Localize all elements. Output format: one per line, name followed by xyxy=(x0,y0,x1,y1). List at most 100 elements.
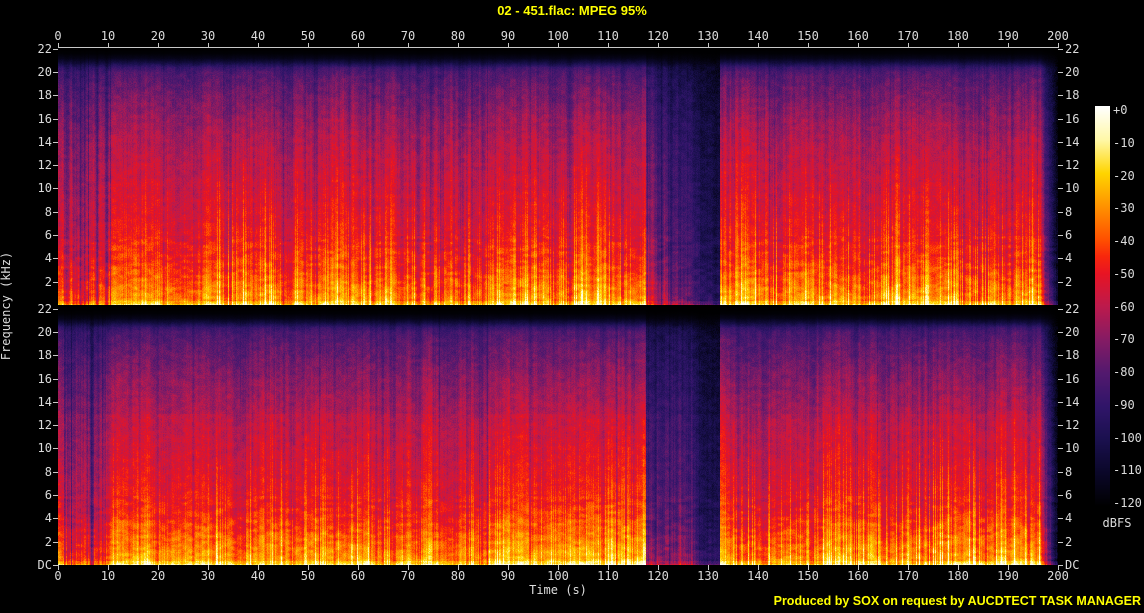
x-tick-label-top: 160 xyxy=(847,29,869,43)
x-tick-label-bottom: 100 xyxy=(547,569,569,583)
colorbar-tick-label: -20 xyxy=(1113,168,1135,183)
colorbar xyxy=(1095,106,1110,506)
x-tick-mark-top xyxy=(258,43,259,48)
x-tick-label-top: 150 xyxy=(797,29,819,43)
x-tick-mark-bottom xyxy=(858,565,859,570)
colorbar-tick-label: -40 xyxy=(1113,234,1135,248)
y-tick-mark-left xyxy=(53,331,58,333)
x-tick-label-top: 180 xyxy=(947,29,969,43)
y-tick-label-right: 8 xyxy=(1065,204,1073,219)
y-tick-mark-right xyxy=(1058,565,1063,566)
y-tick-mark-left xyxy=(53,118,58,120)
y-tick-mark-right xyxy=(1058,141,1063,143)
x-tick-label-bottom: 120 xyxy=(647,569,669,583)
y-tick-label-right: 22 xyxy=(1065,301,1080,316)
y-axis-label: Frequency (kHz) xyxy=(0,251,13,361)
y-tick-mark-right xyxy=(1058,118,1063,120)
colorbar-tick-label: -120 xyxy=(1113,496,1142,510)
x-tick-mark-top xyxy=(58,43,59,48)
y-tick-mark-right xyxy=(1058,495,1063,497)
y-tick-label-right: 8 xyxy=(1065,464,1073,479)
x-tick-label-top: 110 xyxy=(597,29,619,43)
attribution-text: Produced by SOX on request by AUCDTECT T… xyxy=(773,594,1141,608)
y-tick-mark-left xyxy=(53,235,58,237)
x-tick-label-bottom: 50 xyxy=(300,569,316,583)
y-tick-mark-left xyxy=(53,448,58,450)
x-tick-label-bottom: 70 xyxy=(400,569,416,583)
x-tick-label-bottom: 160 xyxy=(847,569,869,583)
colorbar-tick-label: -100 xyxy=(1113,430,1142,445)
y-tick-label-left: 22 xyxy=(37,41,52,56)
colorbar-tick-label: -90 xyxy=(1113,397,1135,412)
y-tick-mark-right xyxy=(1058,331,1063,333)
x-tick-label-bottom: 110 xyxy=(597,569,619,583)
x-tick-label-bottom: 40 xyxy=(250,569,266,583)
y-tick-label-right: 20 xyxy=(1065,324,1080,339)
y-tick-mark-right xyxy=(1058,48,1063,50)
y-tick-mark-left xyxy=(53,308,58,310)
y-tick-label-left: 6 xyxy=(44,228,52,243)
x-tick-label-bottom: 180 xyxy=(947,569,969,583)
colorbar-tick-label: -110 xyxy=(1113,463,1142,478)
x-tick-label-top: 30 xyxy=(200,29,216,43)
x-tick-label-top: 0 xyxy=(54,29,62,43)
x-tick-label-bottom: 140 xyxy=(747,569,769,583)
x-tick-mark-top xyxy=(858,43,859,48)
x-tick-mark-top xyxy=(358,43,359,48)
y-tick-label-right: 12 xyxy=(1065,418,1080,433)
x-tick-label-bottom: 90 xyxy=(500,569,516,583)
y-tick-mark-right xyxy=(1058,355,1063,357)
x-tick-label-bottom: 200 xyxy=(1047,569,1069,583)
x-tick-mark-bottom xyxy=(358,565,359,570)
y-tick-mark-right xyxy=(1058,211,1063,213)
x-tick-mark-top xyxy=(958,43,959,48)
x-tick-label-bottom: 190 xyxy=(997,569,1019,583)
y-tick-label-left: 10 xyxy=(37,181,52,196)
x-tick-mark-bottom xyxy=(458,565,459,570)
x-tick-mark-top xyxy=(108,43,109,48)
y-tick-label-right: 18 xyxy=(1065,348,1080,363)
y-tick-mark-left xyxy=(53,355,58,357)
y-tick-label-right: 10 xyxy=(1065,181,1080,196)
x-tick-mark-bottom xyxy=(308,565,309,570)
x-tick-mark-top xyxy=(908,43,909,48)
x-tick-label-top: 40 xyxy=(250,29,266,43)
x-tick-label-top: 50 xyxy=(300,29,316,43)
x-tick-mark-top xyxy=(658,43,659,48)
colorbar-tick-label: -30 xyxy=(1113,201,1135,216)
y-tick-label-right: 12 xyxy=(1065,158,1080,173)
y-tick-mark-left xyxy=(53,401,58,403)
y-tick-mark-right xyxy=(1058,518,1063,520)
x-tick-mark-bottom xyxy=(808,565,809,570)
y-tick-label-right: 4 xyxy=(1065,251,1073,266)
x-tick-mark-top xyxy=(408,43,409,48)
colorbar-tick-label: -80 xyxy=(1113,365,1135,379)
colorbar-tick-label: -70 xyxy=(1113,332,1135,347)
x-axis-label: Time (s) xyxy=(529,583,587,597)
x-tick-label-bottom: 30 xyxy=(200,569,216,583)
x-tick-label-top: 70 xyxy=(400,29,416,43)
x-tick-mark-bottom xyxy=(108,565,109,570)
y-tick-mark-left xyxy=(53,565,58,566)
y-tick-mark-left xyxy=(53,518,58,520)
y-tick-mark-right xyxy=(1058,165,1063,167)
x-tick-mark-bottom xyxy=(958,565,959,570)
y-tick-mark-left xyxy=(53,541,58,543)
y-tick-mark-right xyxy=(1058,188,1063,190)
y-tick-mark-left xyxy=(53,471,58,473)
y-tick-mark-right xyxy=(1058,258,1063,260)
y-tick-label-right: 2 xyxy=(1065,274,1073,289)
y-tick-label-left: 14 xyxy=(37,134,52,149)
x-tick-mark-top xyxy=(1058,43,1059,48)
spectrogram-title: 02 - 451.flac: MPEG 95% xyxy=(497,3,647,18)
x-tick-label-top: 20 xyxy=(150,29,166,43)
y-tick-label-right: 22 xyxy=(1065,41,1080,56)
x-tick-mark-top xyxy=(158,43,159,48)
y-tick-label-right: 4 xyxy=(1065,511,1073,526)
x-tick-label-top: 120 xyxy=(647,29,669,43)
colorbar-tick-label: -60 xyxy=(1113,299,1135,314)
y-tick-label-left: 4 xyxy=(44,511,52,526)
colorbar-tick-label: +0 xyxy=(1113,103,1128,117)
y-tick-mark-left xyxy=(53,165,58,167)
y-tick-label-right: 20 xyxy=(1065,64,1080,79)
